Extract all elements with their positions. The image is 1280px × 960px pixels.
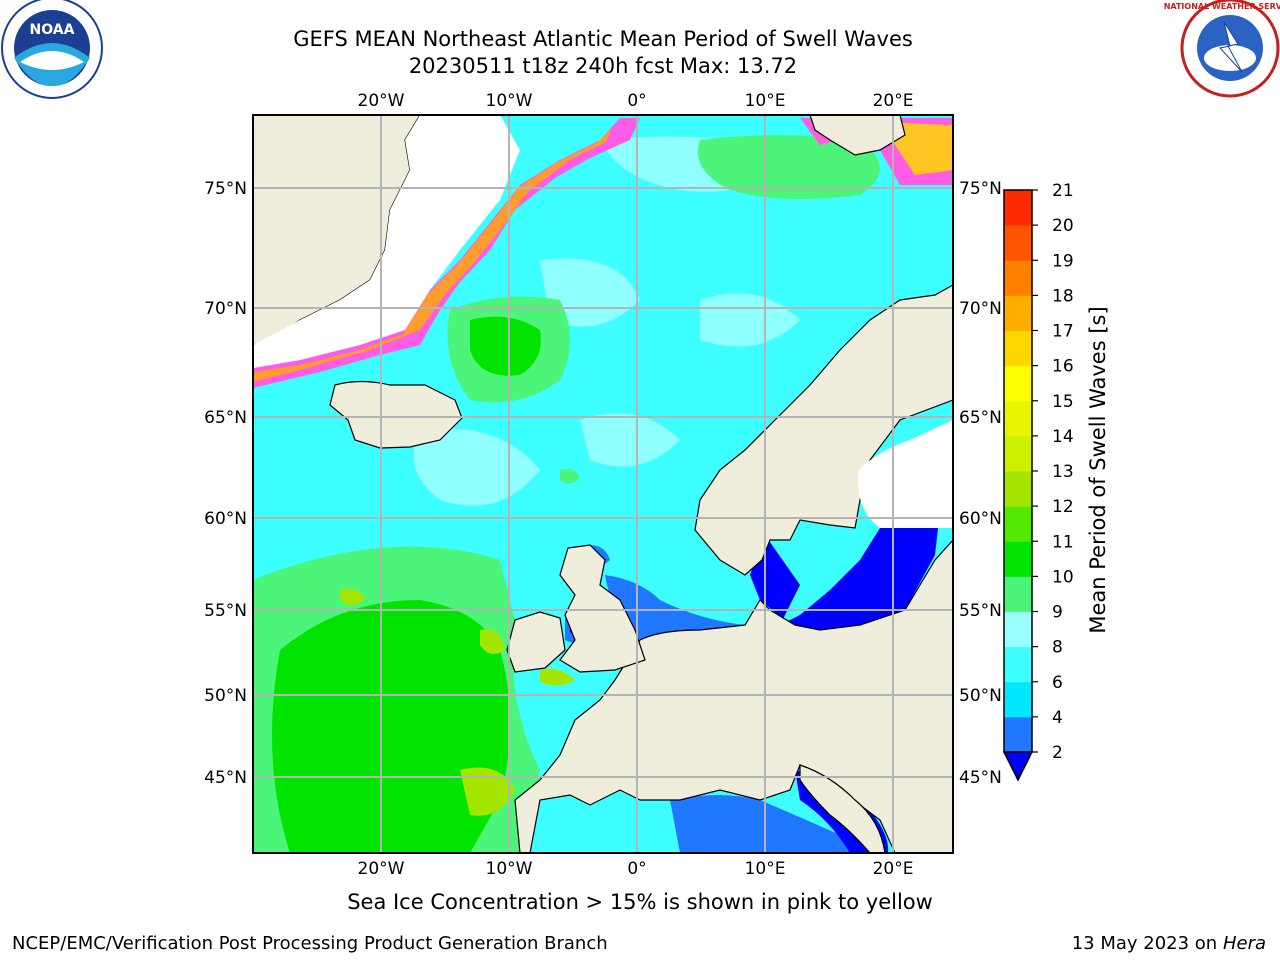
landmasses bbox=[253, 115, 953, 853]
nws-logo-text: NATIONAL WEATHER SERVICE bbox=[1164, 2, 1280, 11]
colorbar-swatch bbox=[1004, 576, 1032, 612]
footer-credit: NCEP/EMC/Verification Post Processing Pr… bbox=[12, 933, 608, 954]
colorbar-tick-label: 6 bbox=[1052, 673, 1063, 693]
lat-label-left: 55°N bbox=[204, 601, 247, 621]
footer-date: 13 May 2023 on Hera bbox=[1072, 933, 1266, 954]
lon-label-bottom: 20°E bbox=[873, 859, 914, 879]
lat-labels-right: 75°N 70°N 65°N 60°N 55°N 50°N 45°N bbox=[959, 179, 1002, 788]
colorbar-swatch bbox=[1004, 435, 1032, 472]
colorbar-tick-label: 4 bbox=[1052, 708, 1063, 728]
lon-labels-top: 20°W 10°W 0° 10°E 20°E bbox=[358, 91, 914, 111]
colorbar-swatch bbox=[1004, 190, 1032, 226]
lat-label-left: 50°N bbox=[204, 686, 247, 706]
colorbar-tick-label: 19 bbox=[1052, 251, 1074, 271]
masked-areas bbox=[253, 115, 953, 528]
colorbar-tick-label: 21 bbox=[1052, 181, 1074, 201]
lat-label-left: 60°N bbox=[204, 509, 247, 529]
sea-ice-note: Sea Ice Concentration > 15% is shown in … bbox=[347, 890, 933, 914]
lon-label-top: 0° bbox=[627, 91, 646, 111]
colorbar-tick-label: 15 bbox=[1052, 392, 1074, 412]
colorbar-swatch bbox=[1004, 506, 1032, 542]
colorbar-label: Mean Period of Swell Waves [s] bbox=[1086, 306, 1110, 633]
colorbar-tick-label: 18 bbox=[1052, 286, 1074, 306]
lon-label-top: 10°W bbox=[486, 91, 533, 111]
colorbar-tick-label: 9 bbox=[1052, 603, 1063, 623]
footer-date-text: 13 May 2023 on bbox=[1071, 933, 1218, 954]
colorbar-swatch bbox=[1004, 681, 1032, 718]
colorbar-swatch bbox=[1004, 225, 1032, 261]
lat-label-left: 75°N bbox=[204, 179, 247, 199]
footer-host: Hera bbox=[1222, 933, 1266, 954]
lon-label-top: 20°E bbox=[873, 91, 914, 111]
noaa-logo: NOAA bbox=[1, 0, 103, 99]
lon-label-bottom: 0° bbox=[627, 859, 646, 879]
colorbar-tick-label: 10 bbox=[1052, 567, 1074, 587]
colorbar-swatch bbox=[1004, 400, 1032, 437]
colorbar-tick-label: 17 bbox=[1052, 322, 1074, 342]
colorbar-swatch bbox=[1004, 716, 1032, 753]
colorbar-tick-label: 8 bbox=[1052, 638, 1063, 658]
continental-europe bbox=[514, 539, 953, 853]
lon-label-top: 20°W bbox=[358, 91, 405, 111]
lat-label-right: 70°N bbox=[959, 299, 1002, 319]
lat-label-right: 65°N bbox=[959, 408, 1002, 428]
lon-label-top: 10°E bbox=[745, 91, 786, 111]
colorbar-swatch bbox=[1004, 365, 1032, 402]
map-area bbox=[253, 115, 953, 853]
colorbar-swatch bbox=[1004, 646, 1032, 683]
colorbar-swatch bbox=[1004, 330, 1032, 367]
lat-label-right: 50°N bbox=[959, 686, 1002, 706]
lat-label-right: 55°N bbox=[959, 601, 1002, 621]
colorbar-tick-label: 16 bbox=[1052, 357, 1074, 377]
lat-label-left: 45°N bbox=[204, 768, 247, 788]
lat-label-right: 75°N bbox=[959, 179, 1002, 199]
great-britain bbox=[559, 544, 646, 673]
colorbar-tick-label: 2 bbox=[1052, 743, 1063, 763]
lon-label-bottom: 10°E bbox=[745, 859, 786, 879]
chart-subtitle: 20230511 t18z 240h fcst Max: 13.72 bbox=[408, 54, 798, 78]
lon-label-bottom: 10°W bbox=[486, 859, 533, 879]
colorbar-tick-label: 13 bbox=[1052, 462, 1074, 482]
lon-labels-bottom: 20°W 10°W 0° 10°E 20°E bbox=[358, 859, 914, 879]
colorbar-swatch bbox=[1004, 295, 1032, 331]
lat-labels-left: 75°N 70°N 65°N 60°N 55°N 50°N 45°N bbox=[204, 179, 247, 788]
lat-label-right: 45°N bbox=[959, 768, 1002, 788]
colorbar-tick-label: 20 bbox=[1052, 216, 1074, 236]
colorbar-swatch bbox=[1004, 611, 1032, 648]
colorbar-swatch bbox=[1004, 541, 1032, 577]
noaa-logo-text: NOAA bbox=[30, 22, 75, 38]
gridlines bbox=[253, 115, 953, 853]
lon-label-bottom: 20°W bbox=[358, 859, 405, 879]
nws-logo: NATIONAL WEATHER SERVICE bbox=[1164, 0, 1280, 98]
iceland bbox=[329, 380, 463, 449]
colorbar-extend-arrow bbox=[1002, 751, 1034, 782]
lat-label-right: 60°N bbox=[959, 509, 1002, 529]
italy bbox=[799, 764, 886, 853]
map-frame bbox=[252, 114, 954, 854]
colorbar-tick-label: 11 bbox=[1052, 532, 1074, 552]
lat-label-left: 70°N bbox=[204, 299, 247, 319]
colorbar: 2 4 6 8 9 10 11 12 13 14 15 16 17 18 19 20 21 bbox=[1002, 181, 1074, 782]
colorbar-swatch bbox=[1004, 471, 1032, 507]
lat-label-left: 65°N bbox=[204, 408, 247, 428]
svalbard bbox=[809, 115, 906, 156]
colorbar-tick-label: 14 bbox=[1052, 427, 1074, 447]
chart-title: GEFS MEAN Northeast Atlantic Mean Period… bbox=[293, 27, 913, 51]
swell-12-13-patches bbox=[340, 588, 575, 816]
colorbar-swatch bbox=[1004, 260, 1032, 296]
colorbar-tick-label: 12 bbox=[1052, 497, 1074, 517]
